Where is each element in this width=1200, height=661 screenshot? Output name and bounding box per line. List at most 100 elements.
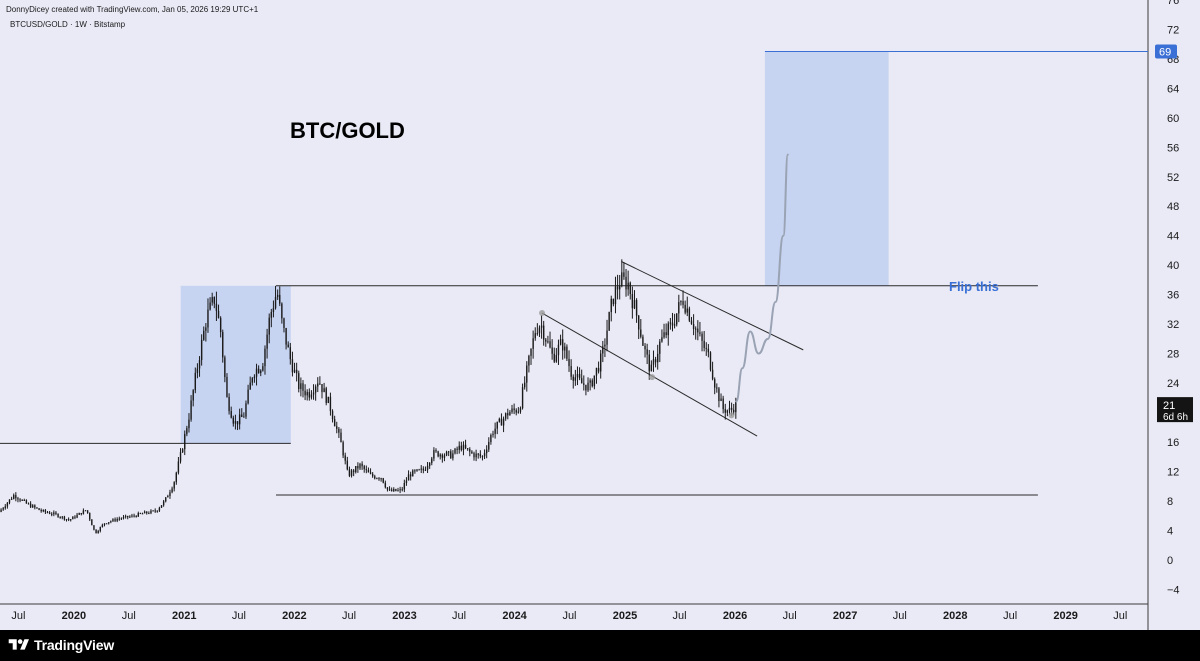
candle-body — [642, 336, 644, 346]
current-price-tag[interactable] — [1157, 397, 1193, 423]
candle — [595, 367, 598, 384]
x-tick-label: 2025 — [613, 610, 637, 622]
candle-body — [477, 453, 479, 455]
candle — [213, 296, 216, 309]
candle — [101, 523, 104, 528]
time-axis[interactable]: Jul 2020 Jul 2021 Jul 2022 Jul 2023 Jul 2024 Jul 20… — [11, 610, 1127, 622]
candle — [340, 428, 342, 443]
candle — [380, 477, 382, 482]
candle — [382, 477, 384, 484]
candle — [181, 448, 184, 453]
candle — [13, 493, 15, 500]
price-axis[interactable]: −404812162024283236404448525660646872762… — [1155, 0, 1193, 596]
candle-body — [466, 448, 469, 450]
candle — [426, 461, 429, 473]
candle — [608, 311, 610, 331]
candle-body — [348, 469, 351, 476]
x-tick-label: Jul — [562, 610, 576, 622]
candle — [224, 355, 226, 383]
price-axis-panel[interactable] — [1148, 0, 1200, 630]
candle-body — [365, 469, 368, 471]
candle — [352, 469, 355, 477]
upper-channel-line[interactable] — [621, 261, 804, 351]
candle — [346, 456, 349, 471]
candle-body — [680, 301, 682, 303]
candle — [200, 334, 203, 366]
candle — [718, 387, 720, 408]
candle-body — [141, 513, 144, 515]
x-tick-label: Jul — [1113, 610, 1127, 622]
candle-body — [401, 489, 403, 491]
candle — [133, 513, 135, 518]
projection-path[interactable] — [735, 153, 789, 403]
footer-bar: TradingView — [0, 630, 1200, 661]
tradingview-logo[interactable]: TradingView — [8, 637, 114, 653]
candle-body — [469, 448, 471, 452]
candle-body — [523, 382, 526, 388]
candle — [306, 389, 308, 401]
target-zone[interactable] — [764, 51, 889, 286]
candle — [186, 425, 188, 437]
candle — [215, 291, 218, 321]
candle — [15, 492, 17, 502]
candle — [728, 400, 731, 415]
candle — [386, 487, 389, 492]
candle-body — [192, 390, 194, 401]
candle-body — [652, 359, 655, 365]
candle-body — [513, 408, 515, 411]
candle — [498, 417, 501, 423]
y-tick-label: 24 — [1167, 378, 1179, 390]
candle — [618, 274, 621, 300]
candle-body — [599, 353, 602, 372]
current-price-label: 21 — [1163, 400, 1175, 412]
candle-body — [25, 500, 28, 504]
candle — [241, 408, 243, 418]
candle-body — [173, 482, 175, 489]
candle — [363, 464, 365, 473]
chart-title: BTC/GOLD — [290, 118, 405, 143]
candle-body — [21, 499, 23, 501]
candle-body — [437, 451, 439, 457]
candle-body — [688, 308, 691, 321]
candle-body — [205, 327, 207, 331]
candle-body — [578, 373, 581, 379]
candle-body — [722, 398, 724, 410]
pivot-point[interactable] — [649, 374, 656, 381]
candle-body — [733, 409, 735, 413]
candle-body — [583, 383, 585, 385]
candle — [152, 510, 154, 512]
candle-body — [355, 466, 357, 473]
candle-body — [236, 421, 239, 425]
pivot-point[interactable] — [539, 310, 546, 317]
candle — [606, 319, 608, 352]
target-price-tag[interactable] — [1155, 44, 1177, 59]
candle-body — [340, 432, 342, 443]
candle-body — [105, 523, 108, 525]
candle — [644, 343, 646, 358]
candle — [268, 313, 270, 344]
candle-body — [215, 303, 218, 311]
candle — [329, 392, 332, 416]
candle-body — [458, 445, 460, 450]
candle-body — [540, 325, 543, 328]
candle-body — [272, 308, 275, 312]
price-chart[interactable]: −404812162024283236404448525660646872762… — [0, 0, 1200, 630]
candle-body — [308, 392, 311, 398]
candle-body — [409, 474, 412, 477]
pivot-point[interactable] — [728, 412, 735, 419]
symbol-info[interactable]: BTCUSD/GOLD · 1W · Bitstamp — [10, 20, 126, 29]
candle — [357, 462, 359, 473]
candle — [131, 513, 133, 518]
candle-body — [249, 382, 251, 390]
candle-body — [200, 339, 203, 361]
candle — [652, 350, 655, 372]
candle-body — [124, 515, 127, 517]
candle — [471, 450, 473, 454]
candle — [578, 367, 581, 381]
candle — [517, 407, 520, 414]
candle-body — [479, 454, 482, 457]
candle-body — [561, 339, 564, 351]
chart-area[interactable]: −404812162024283236404448525660646872762… — [0, 0, 1200, 630]
x-tick-label: Jul — [783, 610, 797, 622]
candle-body — [143, 511, 146, 514]
